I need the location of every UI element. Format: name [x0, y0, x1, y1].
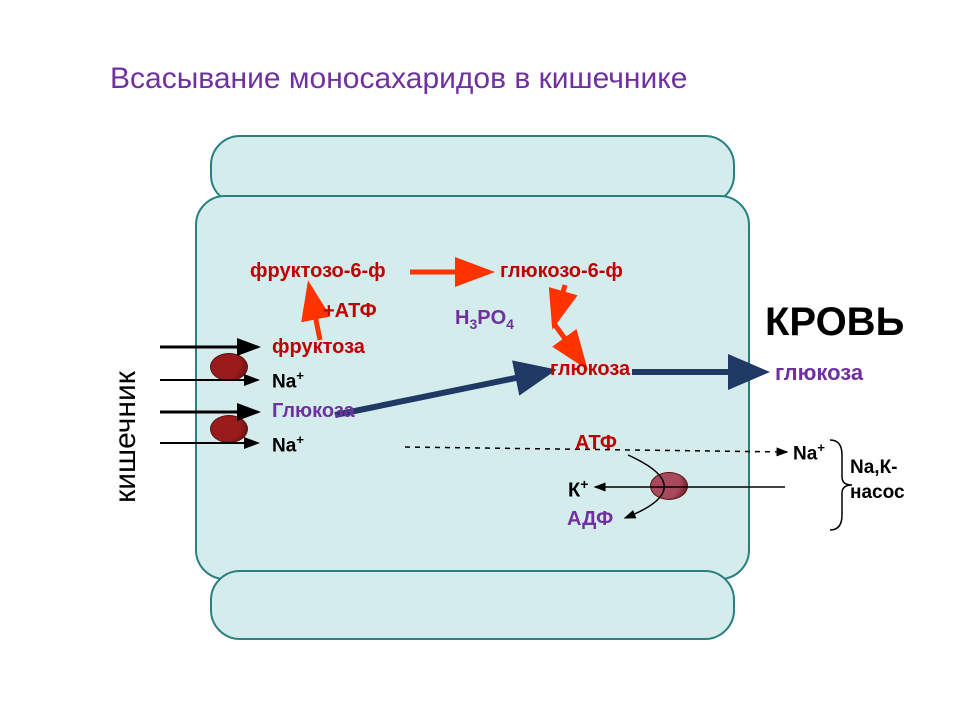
label-8: глюкоза — [550, 358, 630, 381]
label-9: глюкоза — [775, 360, 863, 386]
transporter-2 — [650, 472, 688, 500]
label-3: H3PO4 — [455, 307, 514, 332]
transporter-1 — [210, 415, 248, 443]
label-4: фруктоза — [272, 336, 365, 359]
label-12: К+ — [568, 476, 588, 503]
label-1: глюкозо-6-ф — [500, 260, 623, 283]
label-5: Na+ — [272, 368, 304, 393]
intestine-label: кишечник — [109, 371, 143, 503]
label-15: насос — [850, 482, 905, 504]
label-2: +АТФ — [323, 300, 377, 323]
label-6: Глюкоза — [272, 400, 355, 423]
label-11: Na+ — [793, 440, 825, 465]
label-7: Na+ — [272, 432, 304, 457]
transporter-0 — [210, 353, 248, 381]
blood-label: КРОВЬ — [765, 300, 904, 345]
cell-bottom — [210, 570, 735, 640]
label-10: АТФ — [575, 432, 617, 455]
label-14: Na,К- — [850, 457, 898, 479]
label-0: фруктозо-6-ф — [250, 260, 386, 283]
diagram-title: Всасывание моносахаридов в кишечнике — [110, 62, 687, 96]
label-13: АДФ — [567, 508, 613, 531]
